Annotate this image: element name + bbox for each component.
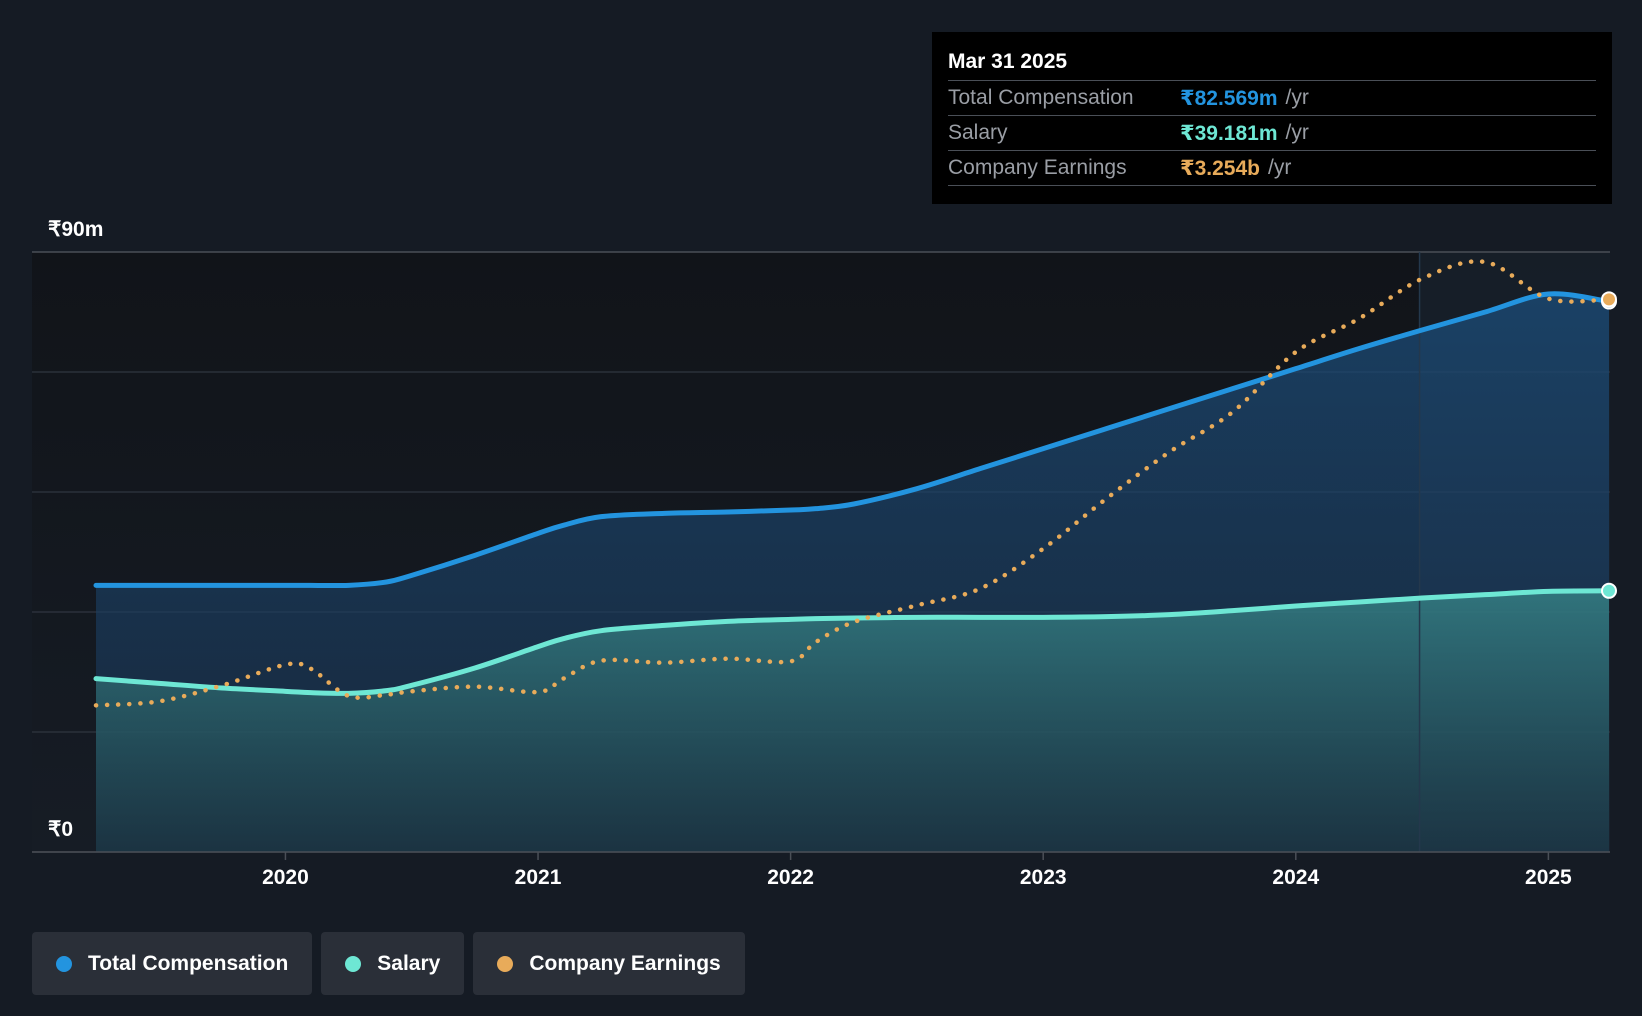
x-tick-label: 2024	[1272, 866, 1319, 889]
chart-legend: Total Compensation Salary Company Earnin…	[32, 932, 745, 995]
chart-tooltip: Mar 31 2025 Total Compensation ₹82.569m …	[932, 32, 1612, 204]
tooltip-unit: /yr	[1285, 121, 1309, 144]
legend-label: Company Earnings	[529, 951, 721, 975]
x-tick-label: 2021	[515, 866, 562, 889]
tooltip-value: ₹3.254b	[1180, 156, 1260, 180]
salary-line	[93, 588, 1612, 696]
tooltip-label: Salary	[948, 121, 1008, 144]
x-tick-label: 2022	[767, 866, 814, 889]
legend-label: Total Compensation	[88, 951, 289, 975]
tooltip-row-salary: Salary ₹39.181m /yr	[948, 115, 1596, 150]
company-earnings-line	[93, 259, 1612, 708]
tooltip-date: Mar 31 2025	[948, 50, 1068, 73]
x-tick-label: 2020	[262, 866, 309, 889]
tooltip-value: ₹82.569m	[1180, 86, 1278, 110]
tooltip-row-total-compensation: Total Compensation ₹82.569m /yr	[948, 80, 1596, 115]
legend-label: Salary	[377, 951, 441, 975]
x-tick-label: 2025	[1525, 866, 1572, 889]
tooltip-row-company-earnings: Company Earnings ₹3.254b /yr	[948, 150, 1596, 186]
x-tick-label: 2023	[1020, 866, 1067, 889]
tooltip-label: Total Compensation	[948, 86, 1134, 109]
tooltip-label: Company Earnings	[948, 156, 1127, 179]
y-tick-label-max: ₹90m	[48, 218, 103, 241]
tooltip-value: ₹39.181m	[1180, 121, 1278, 145]
legend-item-total-compensation[interactable]: Total Compensation	[32, 932, 313, 995]
salary-end-point	[1601, 582, 1617, 599]
legend-dot-icon	[56, 955, 72, 972]
tooltip-unit: /yr	[1268, 156, 1292, 179]
company-earnings-end-point	[1601, 291, 1617, 308]
tooltip-unit: /yr	[1285, 86, 1309, 109]
legend-item-company-earnings[interactable]: Company Earnings	[473, 932, 745, 995]
legend-dot-icon	[345, 955, 362, 972]
salary-area	[96, 590, 1609, 852]
y-tick-label-min: ₹0	[48, 818, 73, 841]
total-compensation-line	[93, 291, 1612, 589]
legend-dot-icon	[497, 955, 514, 972]
legend-item-salary[interactable]: Salary	[321, 932, 465, 995]
